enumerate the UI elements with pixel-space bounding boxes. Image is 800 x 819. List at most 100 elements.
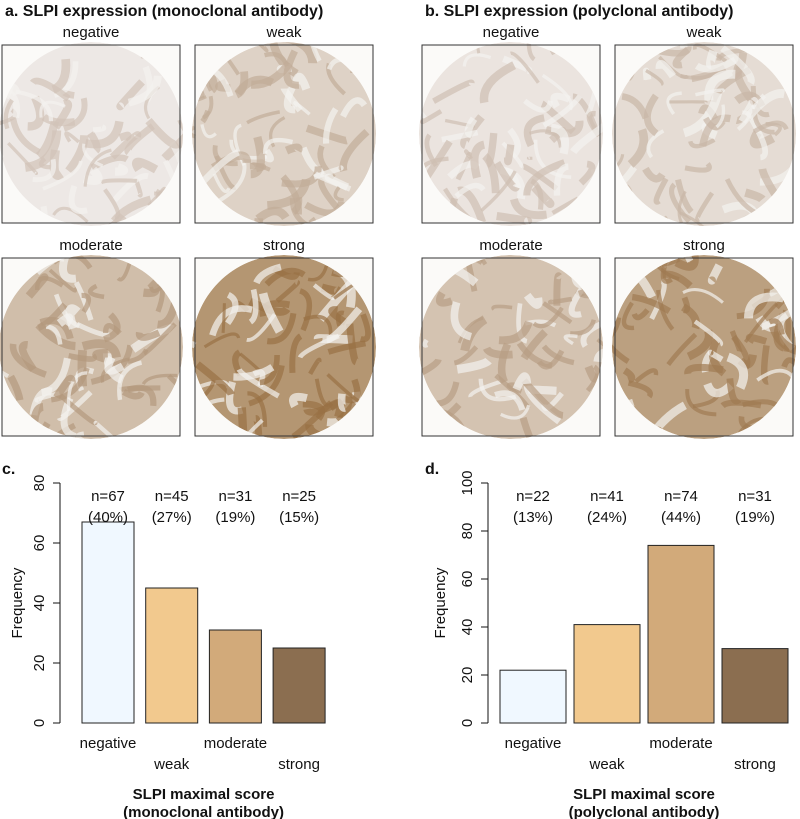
tissue-texture [422,338,429,348]
tissue-texture [491,304,513,311]
tissue-texture [478,378,517,402]
tissue-texture [45,324,63,345]
tissue-texture [435,291,454,307]
tissue-texture [0,80,21,119]
tissue-texture [645,69,664,86]
tissue-texture [203,332,241,349]
tissue-texture [498,320,533,345]
tissue-texture [327,340,367,355]
tissue-texture [263,137,294,154]
tissue-texture [528,129,563,148]
tissue-texture [221,303,226,334]
tissue-texture [627,128,649,168]
tissue-texture [30,402,45,439]
tissue-texture [52,206,89,223]
tissue-texture [653,177,669,205]
tissue-texture [264,267,306,287]
tissue-texture [284,143,303,155]
tissue-texture [470,140,486,179]
tissue-texture [769,324,796,358]
tissue-texture [29,77,71,102]
tissue-texture [132,157,159,174]
tissue-texture [121,388,145,400]
bar [573,624,641,724]
tissue-texture [233,364,275,381]
tissue-texture [774,268,796,310]
tissue-texture [450,301,473,341]
value-label: n=41 [590,488,624,505]
tissue-texture [65,134,89,174]
tissue-texture [359,313,371,343]
tissue-texture [299,146,325,175]
tissue-texture [266,312,297,345]
tissue-texture [92,349,108,363]
percent-label: (44%) [661,509,701,526]
tissue-texture [73,281,94,321]
tissue-texture [308,42,322,62]
value-label: n=74 [664,488,698,505]
tissue-texture [258,292,284,334]
x-tick-label: negative [505,735,562,752]
tissue-texture [523,98,554,113]
tissue-texture [666,91,682,116]
tissue-texture [454,182,486,199]
tissue-texture [542,301,573,325]
tissue-image [612,42,796,226]
tissue-texture [497,342,512,384]
bar [499,669,567,724]
tissue-texture [677,255,694,263]
tissue-texture [597,83,603,102]
tissue-texture [307,265,329,282]
tissue-texture [675,178,694,214]
tissue-texture [501,141,524,170]
tissue-texture [325,306,363,344]
tissue-texture [246,313,277,342]
tissue-texture [516,303,528,344]
tissue-texture [269,42,299,78]
percent-label: (40%) [88,509,128,526]
tissue-texture [503,144,515,166]
tissue-texture [533,139,572,179]
tissue-texture [48,268,77,293]
x-axis-label: (monoclonal antibody) [123,804,284,819]
tissue-texture [328,306,348,326]
tissue-image [0,42,183,226]
tissue-texture [744,188,766,203]
tissue-texture [704,69,736,102]
tissue-texture [305,124,348,145]
value-label: n=45 [155,488,189,505]
tissue-image [0,255,183,439]
tissue-texture [65,304,81,330]
tissue-texture [237,407,248,439]
tissue-texture [631,308,650,321]
image-label: moderate [479,237,542,254]
tissue-texture [708,338,727,377]
tissue-texture [726,352,749,390]
tissue-texture [283,86,296,114]
tissue-texture [84,120,124,149]
tissue-texture [688,137,716,149]
tissue-texture [42,160,83,191]
tissue-texture [666,332,698,366]
tissue-image [419,255,603,439]
tissue-texture [462,53,492,67]
bar [272,647,326,724]
tissue-texture [485,132,498,168]
tissue-texture [536,349,565,370]
y-tick-label: 20 [459,667,476,684]
tissue-texture [337,393,347,412]
tissue-texture [304,200,345,217]
tissue-texture [285,42,318,64]
tissue-texture [749,130,776,149]
tissue-texture [526,42,536,62]
tissue-texture [259,354,280,386]
tissue-texture [293,101,311,116]
tissue-texture [512,372,532,391]
tissue-texture [542,94,583,128]
tissue-texture [419,263,427,284]
image-label: strong [263,237,305,254]
tissue-texture [275,280,300,304]
tissue-texture [622,367,636,384]
image-border [194,257,374,437]
